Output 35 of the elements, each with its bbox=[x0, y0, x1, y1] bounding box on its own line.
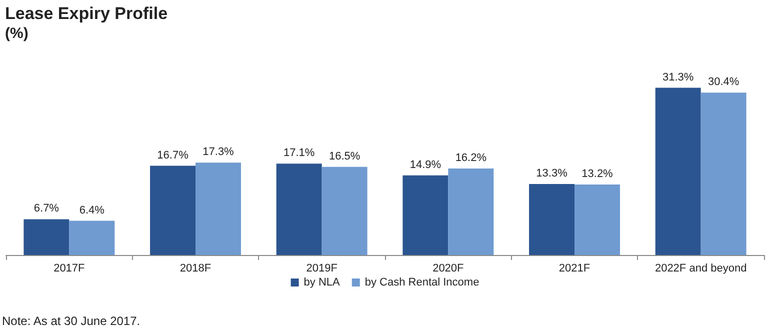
bar bbox=[322, 166, 368, 255]
text: Note: As at 30 June 2017. bbox=[2, 314, 140, 328]
bar bbox=[24, 219, 70, 255]
data-label: 6.7% bbox=[34, 202, 60, 215]
data-label: 14.9% bbox=[410, 158, 442, 171]
bar bbox=[276, 164, 322, 255]
data-label: 16.2% bbox=[455, 152, 487, 164]
chart-subtitle: (%) bbox=[5, 25, 28, 42]
data-label: 6.4% bbox=[79, 204, 105, 216]
bar bbox=[196, 162, 241, 255]
data-label: 30.4% bbox=[708, 76, 740, 88]
bar bbox=[448, 168, 494, 255]
x-tick-label: 2019F bbox=[306, 262, 338, 274]
data-label: 17.3% bbox=[202, 146, 234, 158]
data-label: 13.3% bbox=[536, 167, 568, 180]
data-label: 16.7% bbox=[157, 149, 189, 162]
x-tick-label: 2018F bbox=[180, 262, 212, 274]
data-label: 31.3% bbox=[662, 71, 694, 84]
x-tick-label: 2017F bbox=[54, 262, 86, 274]
bar bbox=[150, 166, 196, 255]
x-tick-label: 2020F bbox=[432, 262, 464, 274]
data-label: 16.5% bbox=[328, 150, 360, 162]
chart-title: Lease Expiry Profile bbox=[5, 4, 168, 23]
bar bbox=[402, 175, 448, 255]
bar bbox=[700, 92, 746, 255]
data-label: 17.1% bbox=[283, 147, 315, 160]
x-tick-label: 2022F and beyond bbox=[654, 262, 747, 274]
bar bbox=[529, 184, 574, 255]
bar bbox=[69, 220, 115, 255]
data-label: 13.2% bbox=[582, 168, 614, 180]
legend-label: by Cash Rental Income bbox=[364, 276, 480, 288]
legend-label: by NLA bbox=[304, 276, 341, 288]
bar bbox=[574, 184, 620, 255]
x-tick-label: 2021F bbox=[558, 262, 590, 274]
bar bbox=[655, 88, 701, 255]
